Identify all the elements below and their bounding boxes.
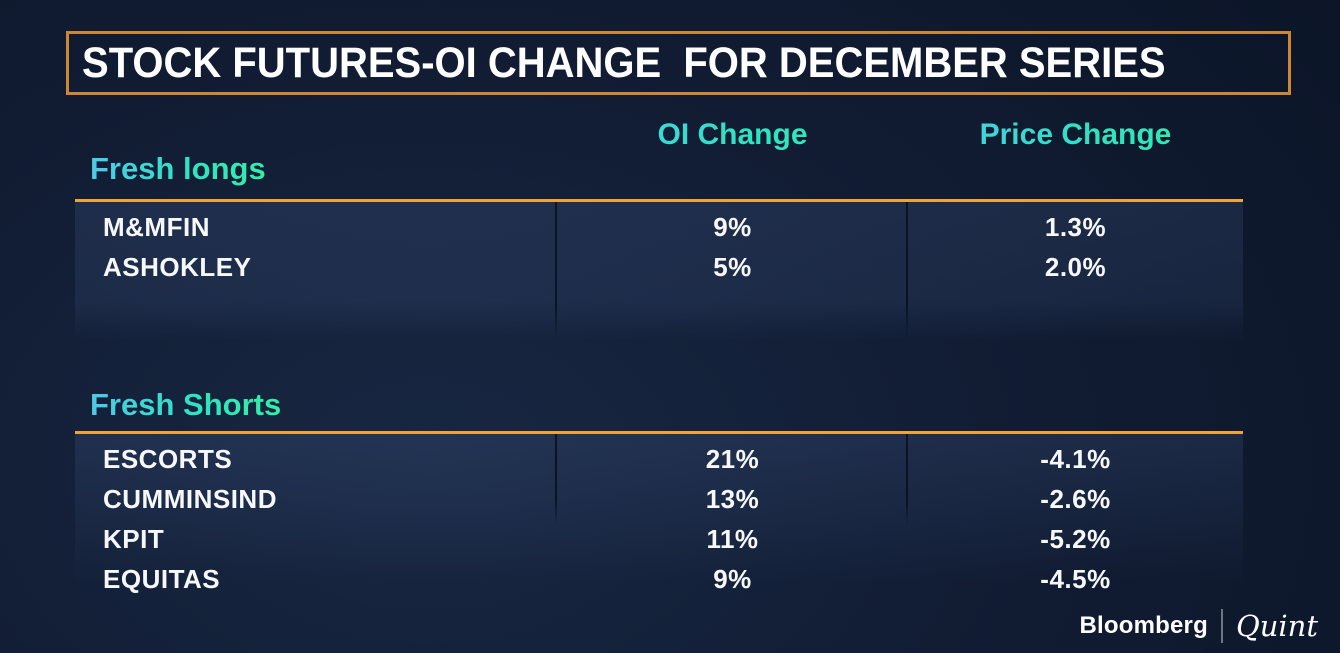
column-divider bbox=[555, 202, 557, 340]
quint-logo: Quint bbox=[1235, 609, 1318, 643]
table-row: ASHOKLEY 5% 2.0% bbox=[75, 247, 1243, 287]
column-divider bbox=[906, 434, 908, 524]
stock-symbol: ESCORTS bbox=[103, 443, 233, 474]
branding-divider-icon bbox=[1220, 609, 1223, 643]
price-change-value: -4.5% bbox=[1040, 563, 1111, 594]
table-row: M&MFIN 9% 1.3% bbox=[75, 207, 1243, 247]
fresh-longs-table: M&MFIN 9% 1.3% ASHOKLEY 5% 2.0% bbox=[75, 202, 1243, 340]
stock-symbol: KPIT bbox=[103, 523, 165, 554]
table-row: ESCORTS 21% -4.1% bbox=[75, 439, 1243, 479]
section-label-fresh-shorts: Fresh Shorts bbox=[90, 387, 282, 422]
stock-symbol: CUMMINSIND bbox=[103, 483, 277, 514]
fresh-shorts-table: ESCORTS 21% -4.1% CUMMINSIND 13% -2.6% K… bbox=[75, 434, 1243, 610]
fresh-longs-rule bbox=[75, 199, 1243, 202]
bloomberg-logo: Bloomberg bbox=[1079, 612, 1208, 639]
stock-symbol: ASHOKLEY bbox=[103, 251, 252, 282]
column-header-price-change: Price Change bbox=[908, 116, 1243, 154]
table-row: EQUITAS 9% -4.5% bbox=[75, 559, 1243, 599]
oi-change-value: 13% bbox=[705, 483, 760, 514]
stock-symbol: M&MFIN bbox=[103, 211, 210, 242]
fresh-shorts-rule bbox=[75, 431, 1243, 434]
column-divider bbox=[906, 202, 908, 340]
price-change-value: -2.6% bbox=[1040, 483, 1111, 514]
stock-symbol: EQUITAS bbox=[103, 563, 221, 594]
brand-logo: Bloomberg Quint bbox=[1079, 609, 1318, 643]
table-row: CUMMINSIND 13% -2.6% bbox=[75, 479, 1243, 519]
oi-change-value: 21% bbox=[705, 443, 760, 474]
page-title: STOCK FUTURES-OI CHANGE FOR DECEMBER SER… bbox=[82, 38, 1166, 87]
title-banner: STOCK FUTURES-OI CHANGE FOR DECEMBER SER… bbox=[66, 31, 1291, 95]
oi-change-value: 9% bbox=[713, 211, 752, 242]
price-change-value: -4.1% bbox=[1040, 443, 1111, 474]
column-divider bbox=[555, 434, 557, 524]
price-change-value: -5.2% bbox=[1040, 523, 1111, 554]
price-change-value: 1.3% bbox=[1044, 211, 1107, 242]
fresh-shorts-rows: ESCORTS 21% -4.1% CUMMINSIND 13% -2.6% K… bbox=[75, 439, 1243, 599]
fresh-longs-rows: M&MFIN 9% 1.3% ASHOKLEY 5% 2.0% bbox=[75, 207, 1243, 287]
oi-change-value: 11% bbox=[706, 523, 759, 554]
price-change-value: 2.0% bbox=[1044, 251, 1107, 282]
section-label-fresh-longs: Fresh longs bbox=[90, 151, 266, 186]
oi-change-value: 5% bbox=[713, 251, 752, 282]
column-header-oi-change: OI Change bbox=[557, 116, 908, 154]
table-row: KPIT 11% -5.2% bbox=[75, 519, 1243, 559]
oi-change-value: 9% bbox=[713, 563, 752, 594]
